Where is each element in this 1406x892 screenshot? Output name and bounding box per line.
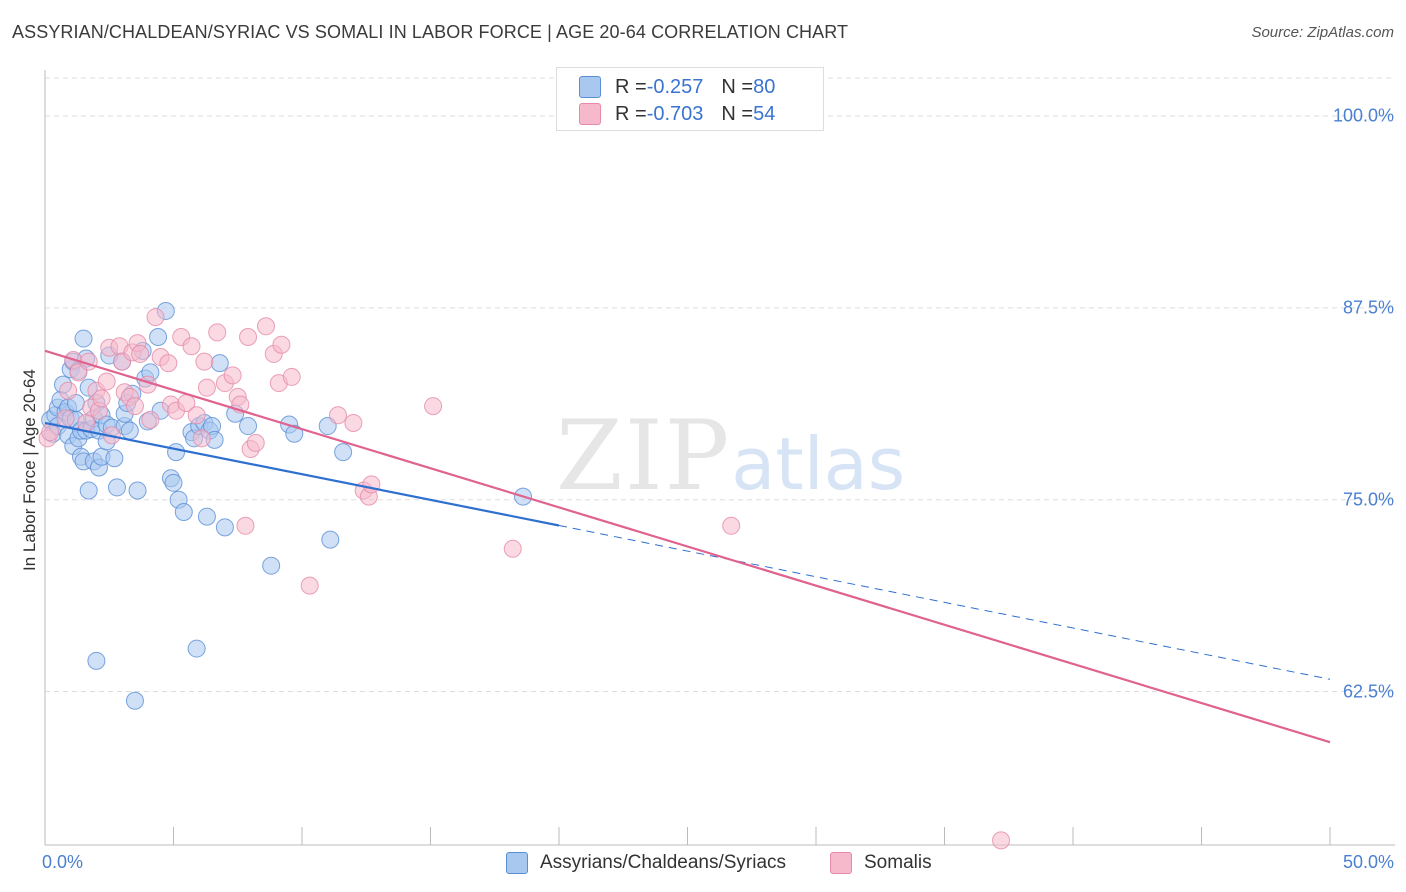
y-tick-label: 87.5% [1342, 297, 1394, 318]
x-tick-label-max: 50.0% [1342, 852, 1394, 872]
assyrian-point [164, 473, 183, 492]
watermark-atlas: atlas [731, 422, 906, 506]
somali-point [424, 397, 443, 416]
legend-item-assyrians: Assyrians/Chaldeans/Syriacs [506, 852, 786, 874]
watermark: ZIPatlas [556, 400, 905, 512]
somali-point [187, 406, 206, 425]
watermark-zip: ZIP [556, 400, 732, 512]
r-label: R = [615, 75, 647, 98]
x-tick-label-min: 0.0% [42, 852, 84, 872]
legend-label: Assyrians/Chaldeans/Syriacs [540, 852, 787, 873]
assyrian-point [128, 481, 147, 500]
legend-row-somalis: R = -0.703 N = 54 [579, 101, 775, 127]
somali-point [503, 539, 522, 558]
y-axis-label: In Labor Force | Age 20-64 [20, 369, 39, 571]
assyrian-point [215, 518, 234, 537]
somali-point [239, 328, 258, 347]
somali-point [236, 516, 255, 535]
assyrian-point [79, 481, 98, 500]
somali-point [328, 406, 347, 425]
assyrian-point [149, 328, 168, 347]
y-tick-label: 62.5% [1342, 681, 1394, 702]
legend-swatch-blue [579, 76, 601, 98]
assyrian-point [239, 417, 258, 436]
somali-point [300, 576, 319, 595]
assyrian-point [125, 691, 144, 710]
somali-point [197, 378, 216, 397]
assyrian-point [321, 530, 340, 549]
somali-point [272, 335, 291, 354]
assyrian-point [262, 556, 281, 575]
somali-trend-line [44, 349, 1331, 744]
somali-point [992, 831, 1011, 850]
somali-point [282, 367, 301, 386]
series-legend: Assyrians/Chaldeans/Syriacs Somalis [0, 852, 1406, 878]
somali-point [125, 397, 144, 416]
somali-point [344, 413, 363, 432]
assyrian-point [107, 478, 126, 497]
assyrian-trend-line [44, 421, 560, 527]
y-tick-label: 75.0% [1342, 489, 1394, 510]
r-value: -0.703 [646, 102, 704, 125]
somali-point [159, 354, 178, 373]
assyrian-point [167, 443, 186, 462]
chart-title: ASSYRIAN/CHALDEAN/SYRIAC VS SOMALI IN LA… [12, 22, 849, 42]
somali-point [223, 366, 242, 385]
somali-point [192, 429, 211, 448]
correlation-legend: R = -0.257 N = 80 R = -0.703 N = 54 [556, 67, 824, 131]
somali-point [56, 409, 75, 428]
legend-swatch-pink [830, 852, 852, 874]
n-label: N = [721, 102, 754, 125]
legend-swatch-pink [579, 103, 601, 125]
somali-point [257, 317, 276, 336]
assyrian-trend-extension [558, 524, 1331, 680]
somali-point [97, 372, 116, 391]
assyrian-point [74, 329, 93, 348]
somali-point [208, 323, 227, 342]
somali-point [59, 381, 78, 400]
somali-point [182, 337, 201, 356]
legend-row-assyrians: R = -0.257 N = 80 [579, 74, 775, 100]
somali-point [246, 433, 265, 452]
n-value: 54 [753, 102, 776, 125]
legend-swatch-blue [506, 852, 528, 874]
somali-point [722, 516, 741, 535]
assyrian-point [174, 502, 193, 521]
n-value: 80 [753, 75, 776, 98]
somali-point [195, 352, 214, 371]
r-label: R = [615, 102, 647, 125]
somali-point [146, 308, 165, 327]
legend-label: Somalis [864, 852, 932, 873]
somali-point [131, 344, 150, 363]
assyrian-point [105, 449, 124, 468]
assyrian-point [210, 354, 229, 373]
assyrian-point [120, 421, 139, 440]
r-value: -0.257 [646, 75, 704, 98]
legend-item-somalis: Somalis [830, 852, 932, 874]
assyrian-point [197, 507, 216, 526]
somali-point [92, 389, 111, 408]
somali-point [141, 410, 160, 429]
source-credit: Source: ZipAtlas.com [1251, 24, 1394, 41]
assyrian-point [87, 651, 106, 670]
assyrian-point [285, 424, 304, 443]
y-tick-label: 100.0% [1332, 105, 1394, 126]
assyrian-point [334, 443, 353, 462]
assyrian-point [187, 639, 206, 658]
n-label: N = [721, 75, 754, 98]
